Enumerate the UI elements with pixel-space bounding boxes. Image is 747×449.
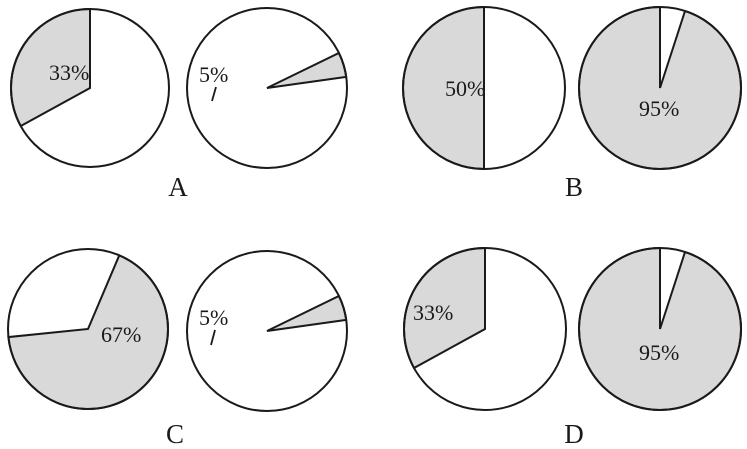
option-b: 50% 95% B <box>402 5 742 202</box>
label-leader-line <box>210 329 216 346</box>
option-c: 67% 5% C <box>7 248 348 449</box>
pie-outline <box>10 8 170 168</box>
pie-slice <box>266 294 348 332</box>
pie-value-label: 95% <box>639 96 679 121</box>
option-d: 33% 95% D <box>403 246 742 449</box>
pie-outline <box>578 6 742 170</box>
pie-slice <box>266 51 348 89</box>
pie-outline <box>403 247 567 411</box>
pie-outline <box>402 6 566 170</box>
option-a: 33% 5% A <box>10 7 348 202</box>
pie-value-label: 33% <box>49 60 89 85</box>
pie-value-label: 5% <box>199 305 228 330</box>
option-letter: C <box>166 419 184 449</box>
pie-outline <box>7 248 169 410</box>
pie-outline <box>186 7 348 169</box>
pie-value-label: 95% <box>639 340 679 365</box>
option-letter: D <box>564 419 584 449</box>
label-leader-line <box>211 86 217 102</box>
pie-value-label: 67% <box>101 322 141 347</box>
pie-outline <box>578 247 742 411</box>
pie-value-label: 50% <box>445 76 485 101</box>
pie-value-label: 5% <box>199 62 228 87</box>
pie-value-label: 33% <box>413 300 453 325</box>
option-letter: B <box>565 172 583 202</box>
pie-outline <box>186 250 348 412</box>
option-letter: A <box>168 172 188 202</box>
